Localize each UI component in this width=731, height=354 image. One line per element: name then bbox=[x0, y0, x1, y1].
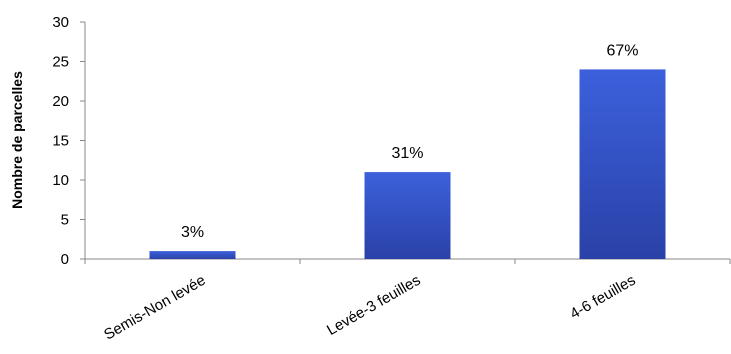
data-label: 31% bbox=[391, 145, 423, 162]
category-label: 4-6 feuilles bbox=[567, 272, 638, 323]
bar bbox=[580, 69, 666, 259]
y-axis: 0 5 10 15 20 25 30 bbox=[52, 14, 85, 268]
x-axis bbox=[85, 259, 730, 264]
y-axis-title: Nombre de parcelles bbox=[9, 71, 25, 209]
y-tick-label: 5 bbox=[61, 212, 69, 229]
bar bbox=[150, 251, 236, 259]
category-labels: Semis-Non levée Levée-3 feuilles 4-6 feuil… bbox=[101, 272, 638, 344]
y-tick-label: 15 bbox=[52, 133, 69, 150]
y-tick-label: 10 bbox=[52, 172, 69, 189]
y-tick-label: 0 bbox=[61, 251, 69, 268]
bar bbox=[365, 172, 451, 259]
category-label: Levée-3 feuilles bbox=[324, 272, 424, 339]
bars bbox=[150, 69, 666, 259]
data-label: 67% bbox=[606, 42, 638, 59]
category-label: Semis-Non levée bbox=[101, 272, 208, 344]
data-label: 3% bbox=[181, 224, 204, 241]
y-tick-label: 25 bbox=[52, 54, 69, 71]
y-tick-label: 20 bbox=[52, 93, 69, 110]
y-tick-label: 30 bbox=[52, 14, 69, 31]
